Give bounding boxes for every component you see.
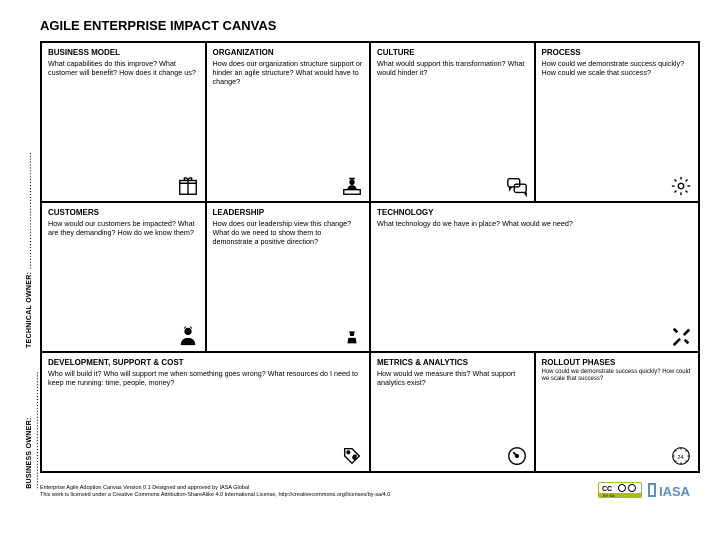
body-culture: What would support this transformation? … [377, 59, 528, 77]
body-customers: How would our customers be impacted? Wha… [48, 219, 199, 237]
chat-bubbles-icon [506, 175, 528, 197]
canvas-wrap: TECHNICAL OWNER: BUSINESS OWNER: BUSINES… [40, 41, 698, 473]
row-1: BUSINESS MODEL What capabilities do this… [41, 42, 699, 202]
business-owner-label: BUSINESS OWNER: [26, 371, 40, 489]
body-organization: How does our organization structure supp… [213, 59, 364, 86]
heading-metrics: METRICS & ANALYTICS [377, 358, 528, 367]
heading-organization: ORGANIZATION [213, 48, 364, 57]
cell-technology: TECHNOLOGY What technology do we have in… [370, 202, 699, 352]
heading-rollout: ROLLOUT PHASES [542, 358, 693, 367]
heading-technology: TECHNOLOGY [377, 208, 692, 217]
gauge-icon [506, 445, 528, 467]
cell-customers: CUSTOMERS How would our customers be imp… [41, 202, 206, 352]
svg-text:CC: CC [602, 486, 612, 493]
body-leadership: How does our leadership view this change… [213, 219, 364, 246]
svg-text:IASA: IASA [659, 484, 691, 499]
footnote-line1: Enterprise Agile Adoption Canvas Version… [40, 485, 390, 492]
heading-business-model: BUSINESS MODEL [48, 48, 199, 57]
gear-icon [670, 175, 692, 197]
body-metrics: How would we measure this? What support … [377, 369, 528, 387]
chess-king-icon [341, 325, 363, 347]
footer: Enterprise Agile Adoption Canvas Version… [40, 481, 700, 499]
cc-badge-icon: CC BY SA [598, 482, 642, 498]
heading-leadership: LEADERSHIP [213, 208, 364, 217]
gift-icon [177, 175, 199, 197]
canvas-grid: BUSINESS MODEL What capabilities do this… [40, 41, 700, 473]
iasa-logo-icon: IASA [648, 481, 700, 499]
row-3: DEVELOPMENT, SUPPORT & COST Who will bui… [41, 352, 699, 472]
cell-leadership: LEADERSHIP How does our leadership view … [206, 202, 371, 352]
clock-24-icon: 24 [670, 445, 692, 467]
heading-culture: CULTURE [377, 48, 528, 57]
org-person-icon [341, 175, 363, 197]
logos: CC BY SA IASA [598, 481, 700, 499]
svg-text:BY SA: BY SA [603, 493, 615, 498]
body-business-model: What capabilities do this improve? What … [48, 59, 199, 77]
svg-text:€: € [353, 455, 357, 462]
footnote-line2: This work is licensed under a Creative C… [40, 492, 390, 499]
tools-icon [670, 325, 692, 347]
money-tag-icon: € [341, 445, 363, 467]
cell-development: DEVELOPMENT, SUPPORT & COST Who will bui… [41, 352, 370, 472]
heading-development: DEVELOPMENT, SUPPORT & COST [48, 358, 363, 367]
cell-process: PROCESS How could we demonstrate success… [535, 42, 700, 202]
body-rollout: How could we demonstrate success quickly… [542, 369, 693, 383]
heading-customers: CUSTOMERS [48, 208, 199, 217]
row-2: CUSTOMERS How would our customers be imp… [41, 202, 699, 352]
svg-text:24: 24 [677, 455, 683, 461]
person-icon [177, 325, 199, 347]
footnote: Enterprise Agile Adoption Canvas Version… [40, 485, 390, 499]
cell-culture: CULTURE What would support this transfor… [370, 42, 535, 202]
cell-rollout: ROLLOUT PHASES How could we demonstrate … [535, 352, 700, 472]
body-process: How could we demonstrate success quickly… [542, 59, 693, 77]
cell-organization: ORGANIZATION How does our organization s… [206, 42, 371, 202]
body-technology: What technology do we have in place? Wha… [377, 219, 692, 228]
body-development: Who will build it? Who will support me w… [48, 369, 363, 387]
cell-metrics: METRICS & ANALYTICS How would we measure… [370, 352, 535, 472]
canvas-title: AGILE ENTERPRISE IMPACT CANVAS [40, 18, 698, 33]
technical-owner-label: TECHNICAL OWNER: [26, 151, 33, 348]
cell-business-model: BUSINESS MODEL What capabilities do this… [41, 42, 206, 202]
heading-process: PROCESS [542, 48, 693, 57]
